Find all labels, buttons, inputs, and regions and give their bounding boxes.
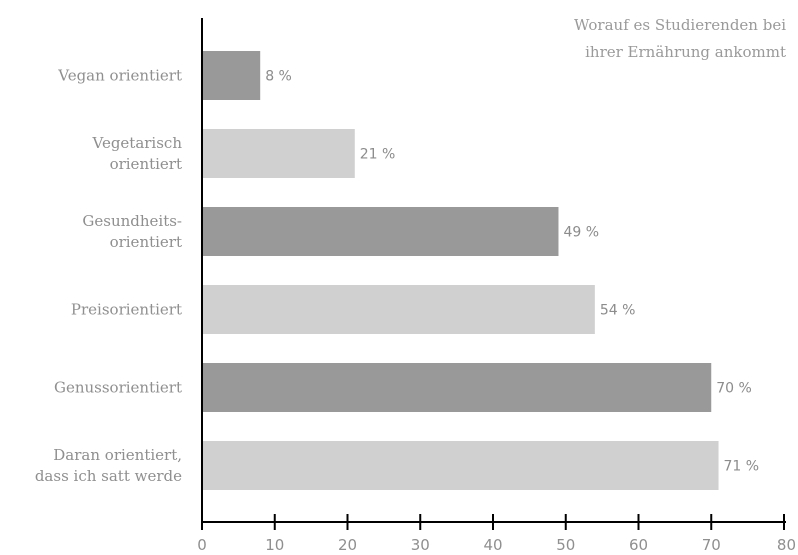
bar-3: [203, 207, 559, 256]
category-label-3: Gesundheits-orientiert: [82, 212, 182, 251]
x-tick-label-40: 40: [483, 536, 502, 554]
category-label-5: Genussorientiert: [54, 379, 182, 397]
category-label-6: Daran orientiert, dass ich satt werde: [35, 446, 182, 485]
category-label-6-line-2: dass ich satt werde: [35, 467, 182, 485]
value-label-3: 49 %: [563, 225, 599, 241]
category-label-1-line-1: Vegan orientiert: [57, 67, 182, 85]
category-label-5-line-1: Genussorientiert: [54, 379, 182, 397]
value-label-5: 70 %: [716, 381, 752, 397]
value-labels: 8 % 21 % 49 % 54 % 70 % 71 %: [265, 69, 759, 475]
chart-title: Worauf es Studierenden bei ihrer Ernähru…: [574, 16, 786, 61]
x-ticks: 0 10 20 30 40 50 60 70 80: [197, 514, 796, 554]
category-label-6-line-1: Daran orientiert,: [53, 446, 182, 464]
chart-title-line-2: ihrer Ernährung ankommt: [585, 43, 786, 61]
category-label-2-line-2: orientiert: [110, 155, 182, 173]
x-tick-label-80: 80: [777, 536, 796, 554]
category-label-4: Preisorientiert: [71, 301, 182, 319]
bar-4: [203, 285, 595, 334]
chart-title-line-1: Worauf es Studierenden bei: [574, 16, 786, 34]
x-tick-label-20: 20: [338, 536, 357, 554]
x-tick-label-60: 60: [629, 536, 648, 554]
category-label-4-line-1: Preisorientiert: [71, 301, 182, 319]
category-label-3-line-2: orientiert: [110, 233, 182, 251]
bar-1: [203, 51, 261, 100]
x-tick-label-0: 0: [197, 536, 207, 554]
category-label-1: Vegan orientiert: [57, 67, 182, 85]
x-tick-label-30: 30: [411, 536, 430, 554]
category-label-2: Vegetarisch orientiert: [91, 134, 182, 173]
bar-5: [203, 363, 712, 412]
value-label-6: 71 %: [724, 459, 760, 475]
x-tick-label-10: 10: [265, 536, 284, 554]
bar-2: [203, 129, 355, 178]
value-label-1: 8 %: [265, 69, 292, 85]
x-tick-label-70: 70: [702, 536, 721, 554]
value-label-4: 54 %: [600, 303, 636, 319]
bar-6: [203, 441, 719, 490]
x-tick-label-50: 50: [556, 536, 575, 554]
category-label-3-line-1: Gesundheits-: [82, 212, 182, 230]
value-label-2: 21 %: [360, 147, 396, 163]
bars: [203, 51, 719, 490]
category-label-2-line-1: Vegetarisch: [91, 134, 182, 152]
